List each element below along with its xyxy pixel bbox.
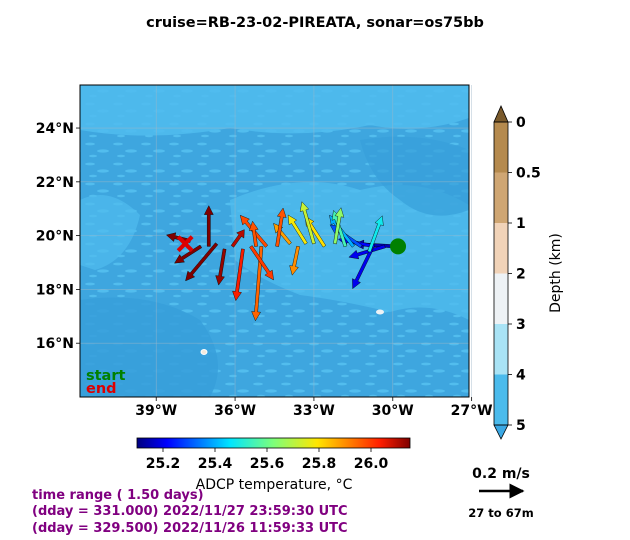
current-vector-arrow [275,207,287,247]
current-vector-arrow [251,246,264,322]
depth-colorbar-label: Depth (km) [548,233,564,313]
temp-tick-label: 25.6 [250,456,285,472]
temperature-colorbar-label: ADCP temperature, °C [196,477,353,493]
lon-tick-label: 39°W [135,403,177,419]
current-vector-arrow [185,242,219,282]
shoal-marker [376,309,384,315]
current-vector-arrow [287,214,308,245]
current-vector-arrow [348,244,386,260]
current-vector-arrow [289,245,300,276]
depth-tick-label: 2 [516,267,526,283]
lon-tick-label: 33°W [293,403,335,419]
current-vector-arrow [367,215,384,253]
temperature-gradient [136,437,411,449]
end-marker [176,235,194,253]
time-range-line1: time range ( 1.50 days) [32,488,204,503]
temp-tick-label: 25.2 [146,456,181,472]
lat-tick-label: 16°N [36,336,74,352]
lat-tick-label: 20°N [36,229,74,245]
latitude-axis: 16°N 18°N 20°N 22°N 24°N [36,121,80,352]
scale-speed-label: 0.2 m/s [472,466,530,482]
depth-colorbar-segment [494,324,508,375]
lon-tick-label: 36°W [214,403,256,419]
depth-tick-label: 4 [516,368,526,384]
deep-band-southwest [80,297,218,397]
temp-tick-label: 26.0 [354,456,389,472]
current-vector-arrow [232,248,245,302]
current-vector-arrow [352,248,374,290]
current-vectors [165,201,396,322]
temp-tick-label: 25.4 [198,456,233,472]
depth-colorbar-top-cap [493,105,509,123]
chart-title: cruise=RB-23-02-PIREATA, sonar=os75bb [146,15,484,31]
shallow-band-west [80,195,140,270]
time-range-line2: (dday = 331.000) 2022/11/27 23:59:30 UTC [32,504,348,519]
current-vector-arrow [215,248,227,286]
temperature-colorbar: 25.2 25.4 25.6 25.8 26.0 ADCP temperature, °… [136,437,411,493]
longitude-axis: 39°W 36°W 33°W 30°W 27°W [135,397,493,419]
depth-colorbar-segment [494,223,508,274]
depth-tick-label: 1 [516,216,526,232]
lat-tick-label: 22°N [36,175,74,191]
temp-tick-label: 25.8 [302,456,337,472]
lat-tick-label: 18°N [36,282,74,298]
depth-colorbar-segment [494,374,508,425]
start-marker [390,238,407,255]
depth-tick-label: 0.5 [516,166,541,182]
shallow-band-north [80,85,469,136]
depth-colorbar-segment [494,172,508,223]
deep-band-northeast [360,136,469,216]
current-vector-arrow [249,220,259,247]
map-panel: start end 39°W 36°W 33°W 30°W 27°W 16°N 18°N 2… [36,84,493,419]
end-label: end [86,381,117,397]
depth-colorbar: 0 0.5 1 2 3 4 5 Depth (km) [493,105,564,440]
depth-colorbar-segment [494,273,508,324]
current-vector-arrow [230,229,245,248]
lon-tick-label: 30°W [372,403,414,419]
current-vector-arrow [174,244,203,264]
start-label: start [86,368,125,384]
current-vector-arrow [249,245,274,281]
graticule [80,85,472,397]
map-frame [79,84,470,398]
depth-tick-label: 5 [516,418,526,434]
depth-colorbar-bottom-cap [493,424,509,440]
current-vector-arrow [333,207,345,245]
time-range-line3: (dday = 329.500) 2022/11/26 11:59:33 UTC [32,521,348,536]
scale-depth-label: 27 to 67m [468,506,533,520]
current-vector-arrow [203,205,214,247]
island-marker [200,349,208,355]
lon-tick-label: 27°W [451,403,493,419]
depth-tick-label: 0 [516,115,526,131]
end-marker-stroke [176,235,194,253]
depth-colorbar-segment [494,122,508,173]
depth-tick-label: 3 [516,317,526,333]
lat-tick-label: 24°N [36,121,74,137]
current-vector-arrow [299,201,316,245]
